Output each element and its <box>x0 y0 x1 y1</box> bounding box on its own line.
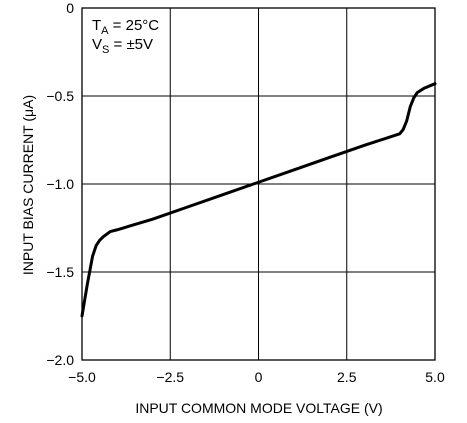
annotation-temperature-main: T <box>92 17 101 34</box>
annotation-temperature-rest: = 25°C <box>109 17 160 34</box>
annotation-box: TA = 25°C VS = ±5V <box>92 17 159 56</box>
annotation-supply: VS = ±5V <box>92 36 153 56</box>
x-tick-labels: −5.0 −2.5 0 2.5 5.0 <box>68 369 445 385</box>
plot-frame <box>81 7 436 361</box>
series-line <box>80 82 437 318</box>
series-group <box>80 82 437 318</box>
x-tick-label: 5.0 <box>425 369 445 385</box>
x-axis-label: INPUT COMMON MODE VOLTAGE (V) <box>135 400 382 416</box>
annotation-temperature-sub: A <box>101 25 109 37</box>
x-tick-label: 0 <box>255 369 263 385</box>
annotation-temperature: TA = 25°C <box>92 17 159 37</box>
y-tick-labels: 0 −0.5 −1.0 −1.5 −2.0 <box>46 0 74 368</box>
x-tick-label: −2.5 <box>156 369 184 385</box>
y-tick-label: −2.0 <box>46 352 74 368</box>
y-tick-label: −0.5 <box>46 88 74 104</box>
annotation-supply-rest: = ±5V <box>109 36 153 53</box>
x-tick-label: −5.0 <box>68 369 96 385</box>
y-tick-label: 0 <box>66 0 74 16</box>
y-tick-label: −1.5 <box>46 264 74 280</box>
annotation-supply-main: V <box>92 36 102 53</box>
y-tick-label: −1.0 <box>46 176 74 192</box>
y-axis-label: INPUT BIAS CURRENT (μA) <box>20 95 36 275</box>
x-tick-label: 2.5 <box>337 369 357 385</box>
grid <box>82 8 435 360</box>
annotation-supply-sub: S <box>102 44 109 56</box>
